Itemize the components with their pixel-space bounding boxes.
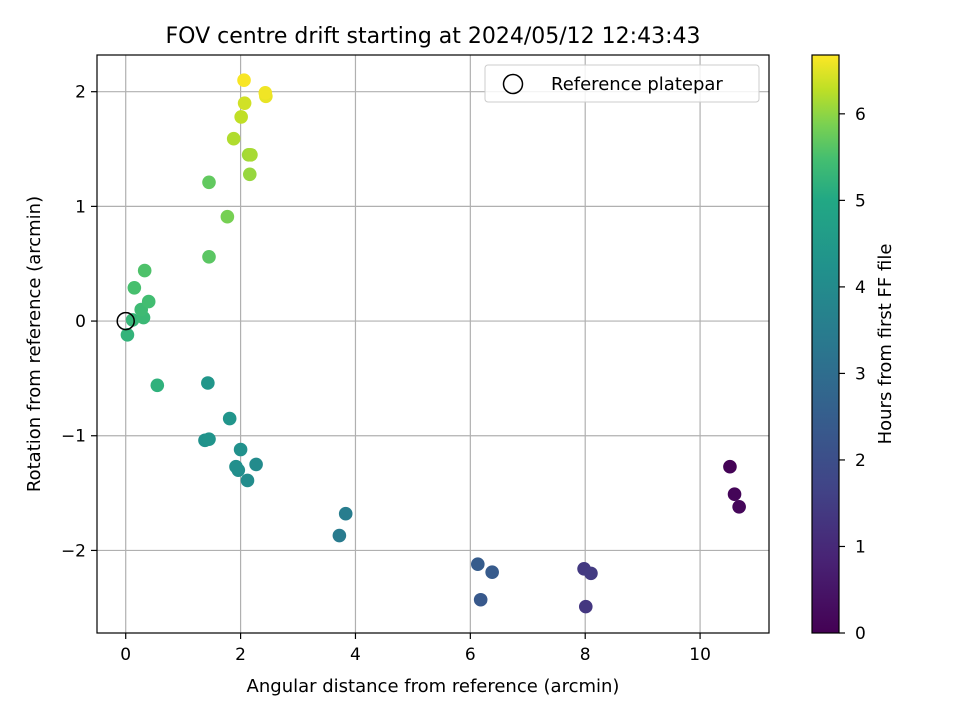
data-point [485,565,499,580]
legend-box [484,64,760,103]
x-tick-label: 4 [350,645,361,665]
data-points [120,73,746,614]
data-point [220,209,235,224]
data-point [125,313,140,327]
colorbar: 0 1 2 3 4 5 6 Hours from first FF file [811,54,896,644]
y-tick-label: −2 [61,541,86,561]
data-point [222,411,237,426]
plot-frame [96,54,770,634]
data-point [127,281,142,295]
y-tick-label: 0 [75,312,86,332]
x-tick-label: 8 [580,645,591,665]
colorbar-tick-label: 5 [855,191,866,211]
data-point [237,73,251,88]
colorbar-ticks: 0 1 2 3 4 5 6 [839,105,866,644]
data-point [258,86,273,100]
legend-label: Reference platepar [551,74,723,95]
data-point [202,175,216,190]
data-point [202,432,216,446]
data-point [242,167,257,182]
y-tick-label: 1 [75,197,86,217]
x-tick-label: 2 [235,645,246,665]
x-tick-label: 6 [465,645,476,665]
data-point [229,459,243,474]
data-point [234,110,248,124]
colorbar-gradient [812,55,839,633]
data-point [141,294,156,309]
legend-marker [502,73,524,95]
data-point [732,500,746,514]
y-axis-label: Rotation from reference (arcmin) [24,196,45,492]
colorbar-tick-label: 2 [855,451,866,471]
chart-title: FOV centre drift starting at 2024/05/12 … [166,24,701,49]
colorbar-tick-label: 3 [855,364,866,384]
colorbar-label: Hours from first FF file [875,244,896,445]
data-point [338,506,353,521]
grid [97,55,769,633]
x-tick-label: 0 [120,645,131,665]
data-point [723,459,737,474]
colorbar-tick-label: 1 [855,537,866,557]
y-axis-ticks: −2 −1 0 1 2 [61,83,97,561]
data-point [584,566,598,581]
data-point [578,599,593,614]
colorbar-tick-label: 4 [855,278,866,298]
x-axis-label: Angular distance from reference (arcmin) [247,676,620,697]
data-point [244,147,258,162]
x-tick-label: 10 [689,645,711,665]
data-point [237,96,252,110]
colorbar-tick-label: 6 [855,105,866,125]
colorbar-frame [811,54,840,634]
x-axis-ticks: 0 2 4 6 8 10 [120,633,711,665]
data-point [226,131,241,146]
colorbar-tick-label: 0 [855,624,866,644]
data-point [249,457,263,472]
data-point [150,378,165,393]
reference-marker [116,311,135,331]
data-point [233,442,248,457]
legend: Reference platepar [484,64,760,103]
data-point [727,487,742,502]
data-point [473,592,488,607]
data-point [137,263,152,278]
data-point [240,473,255,488]
data-point [120,328,135,342]
y-tick-label: −1 [61,427,86,447]
data-point [201,376,215,390]
data-point [332,528,347,543]
y-tick-label: 2 [75,83,86,103]
data-point [471,557,485,571]
data-point [202,250,216,264]
